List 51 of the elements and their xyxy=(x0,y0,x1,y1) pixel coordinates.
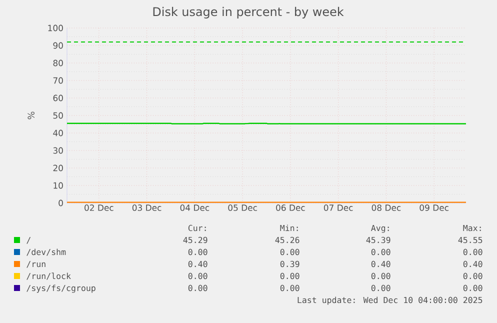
legend-label: /sys/fs/cgroup xyxy=(26,284,96,293)
text: 0.00 xyxy=(371,248,390,256)
text: 45.29 xyxy=(183,236,208,244)
text: Cur: xyxy=(188,224,206,232)
x-tick-label: 03 Dec xyxy=(132,204,162,211)
legend-label: / xyxy=(26,236,31,244)
y-tick-label: 80 xyxy=(53,60,63,66)
x-tick-label: 07 Dec xyxy=(324,204,353,211)
x-tick-label: 05 Dec xyxy=(228,204,257,211)
y-tick-label: 10 xyxy=(54,182,63,189)
y-tick-label: 0 xyxy=(58,200,63,206)
text: Last update: Wed Dec 10 04:00:00 2025 xyxy=(298,296,482,305)
y-tick-label: 30 xyxy=(53,147,63,154)
legend-label: /run/lock xyxy=(26,272,71,280)
y-tick-label: 100 xyxy=(48,24,63,32)
x-tick-label: 08 Dec xyxy=(372,204,401,211)
text: 0.00 xyxy=(280,248,300,256)
text: 0.00 xyxy=(463,284,482,292)
y-tick-label: 60 xyxy=(53,94,63,102)
text: 0.00 xyxy=(371,284,390,292)
text: Min: xyxy=(280,224,298,231)
text: 0.00 xyxy=(463,272,482,280)
text: 0.00 xyxy=(280,272,300,280)
y-axis-title: % xyxy=(28,112,34,120)
x-tick-label: 04 Dec xyxy=(180,204,210,211)
y-tick-label: 90 xyxy=(53,42,63,49)
x-tick-label: 02 Dec xyxy=(84,204,114,211)
legend-label: /run xyxy=(26,260,46,268)
text: 0.00 xyxy=(188,248,208,256)
text: 0.40 xyxy=(188,260,208,268)
text: 0.40 xyxy=(371,260,390,268)
x-tick-label: 09 Dec xyxy=(420,204,448,211)
y-tick-label: 50 xyxy=(53,112,63,119)
y-tick-label: 70 xyxy=(53,77,63,84)
text: Avg: xyxy=(371,224,389,233)
text: 0.00 xyxy=(280,284,300,292)
text: 0.40 xyxy=(463,260,482,268)
text: 0.00 xyxy=(188,272,208,280)
text: 45.55 xyxy=(458,236,482,244)
text: 45.39 xyxy=(366,236,390,244)
text: Max: xyxy=(463,224,481,232)
chart-title: Disk usage in percent - by week xyxy=(153,6,344,18)
legend-label: /dev/shm xyxy=(26,248,66,256)
text: 45.26 xyxy=(275,236,300,244)
y-tick-label: 40 xyxy=(53,130,63,136)
x-tick-label: 06 Dec xyxy=(276,204,305,211)
text: 0.00 xyxy=(188,284,208,292)
y-tick-label: 20 xyxy=(53,164,63,172)
text: 0.00 xyxy=(463,248,482,256)
text: 0.39 xyxy=(280,260,300,268)
text: 0.00 xyxy=(371,272,390,280)
